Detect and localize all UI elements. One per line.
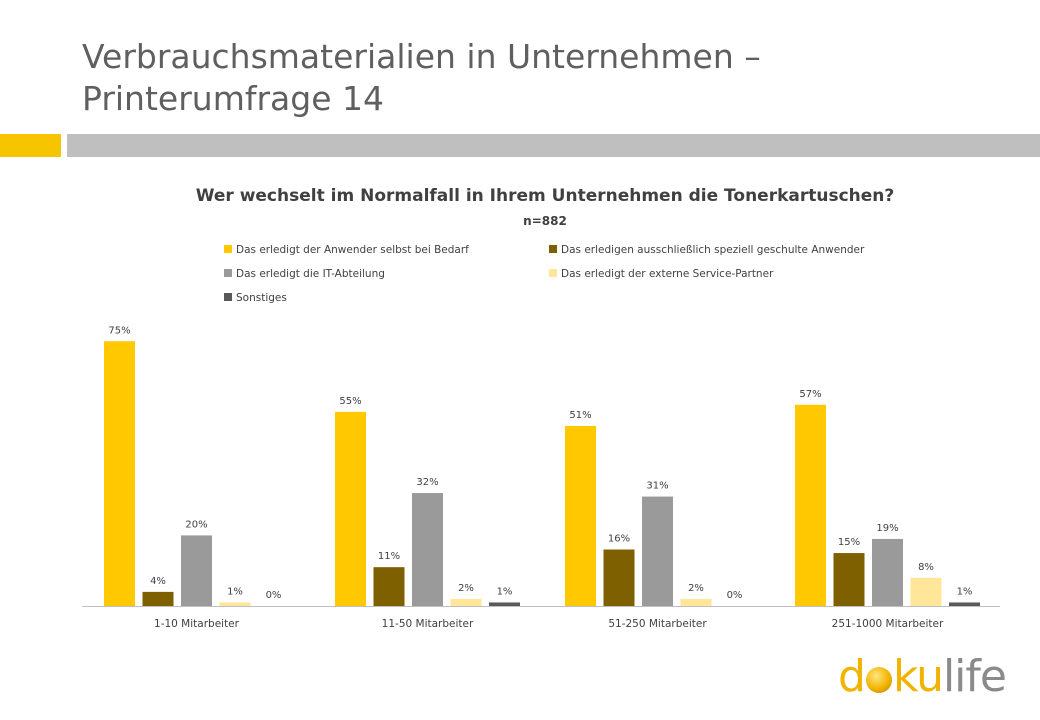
legend-swatch: [549, 269, 557, 277]
data-label: 2%: [458, 583, 474, 594]
data-label: 57%: [799, 389, 821, 400]
data-label: 1%: [227, 586, 243, 597]
bar: [642, 496, 673, 606]
legend-label: Das erledigt die IT-Abteilung: [236, 268, 385, 280]
bar: [412, 493, 443, 606]
bar: [181, 535, 212, 606]
legend-swatch: [224, 269, 232, 277]
data-label: 75%: [108, 325, 130, 336]
bar: [833, 553, 865, 606]
bar: [795, 404, 826, 606]
legend-item: Das erledigt die IT-Abteilung: [224, 268, 385, 280]
legend-label: Das erledigen ausschließlich speziell ge…: [561, 244, 865, 256]
bar: [335, 411, 366, 606]
data-label: 16%: [608, 534, 630, 545]
legend-label: Das erledigt der Anwender selbst bei Bed…: [236, 244, 469, 256]
data-label: 31%: [646, 481, 668, 492]
legend-item: Das erledigt der externe Service-Partner: [549, 268, 773, 280]
legend-label: Das erledigt der externe Service-Partner: [561, 268, 774, 280]
chart-subtitle: n=882: [523, 214, 567, 228]
legend-label: Sonstiges: [236, 292, 287, 304]
dokulife-logo: d kulife: [838, 651, 1007, 702]
bar: [680, 598, 712, 606]
data-label: 2%: [688, 583, 704, 594]
bar: [603, 549, 635, 606]
data-label: 20%: [185, 519, 207, 530]
legend-swatch: [224, 245, 232, 253]
data-label: 11%: [378, 551, 400, 562]
bar: [565, 425, 596, 606]
bar: [219, 602, 251, 606]
data-label: 55%: [339, 396, 361, 407]
data-label: 1%: [497, 586, 513, 597]
data-label: 51%: [569, 410, 591, 421]
bar: [142, 591, 174, 606]
bar: [910, 577, 942, 606]
bar: [104, 341, 135, 606]
data-label: 1%: [957, 586, 973, 597]
bar: [450, 598, 482, 606]
page-title: Verbrauchsmaterialien in Unternehmen – P…: [82, 37, 761, 118]
category-label: 1-10 Mitarbeiter: [154, 618, 240, 630]
data-label: 8%: [918, 562, 934, 573]
category-label: 51-250 Mitarbeiter: [608, 618, 707, 630]
bar: [489, 602, 520, 606]
legend-item: Sonstiges: [224, 292, 287, 304]
legend-swatch: [224, 293, 232, 301]
data-label: 0%: [727, 590, 743, 601]
data-label: 0%: [266, 590, 282, 601]
data-label: 32%: [416, 477, 438, 488]
chart-title: Wer wechselt im Normalfall in Ihrem Unte…: [195, 186, 895, 206]
accent-bar-gray: [67, 134, 1040, 157]
logo-ball-icon: [865, 667, 892, 693]
legend-item: Das erledigen ausschließlich speziell ge…: [549, 244, 864, 256]
data-label: 19%: [876, 523, 898, 534]
data-label: 15%: [838, 537, 860, 548]
legend-swatch: [549, 245, 557, 253]
accent-bar-yellow: [0, 134, 61, 157]
data-label: 4%: [150, 576, 166, 587]
bar: [949, 602, 980, 606]
category-label: 11-50 Mitarbeiter: [382, 618, 474, 630]
legend-item: Das erledigt der Anwender selbst bei Bed…: [224, 244, 469, 256]
bar: [373, 567, 405, 606]
category-label: 251-1000 Mitarbeiter: [832, 618, 944, 630]
bar: [872, 538, 903, 606]
